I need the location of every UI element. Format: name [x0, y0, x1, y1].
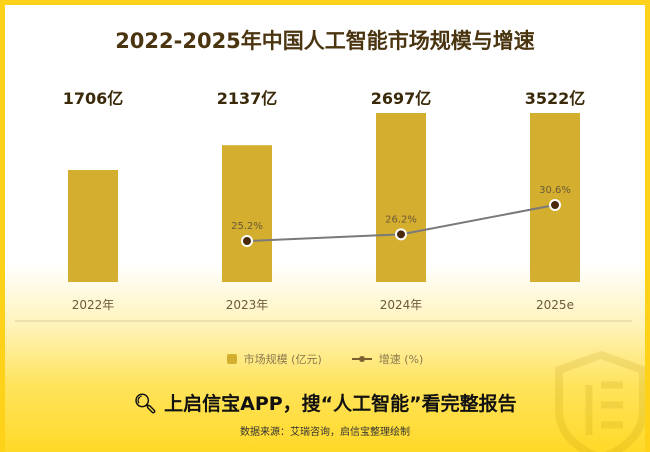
legend: 市场规模 (亿元) 增速 (%)	[5, 351, 645, 367]
x-tick-label: 2023年	[226, 298, 269, 312]
growth-point	[395, 228, 407, 241]
legend-label-bar: 市场规模 (亿元)	[243, 353, 322, 366]
data-source: 数据来源：艾瑞咨询，启信宝整理绘制	[240, 427, 410, 438]
bar-1	[222, 145, 272, 282]
growth-label: 26.2%	[385, 214, 417, 225]
bar-3	[530, 113, 580, 282]
growth-label: 30.6%	[539, 185, 571, 196]
bar-value-label: 2697亿	[371, 89, 432, 108]
x-tick-label: 2025e	[536, 298, 574, 312]
bar-value-label: 3522亿	[525, 89, 586, 108]
legend-swatch-bar	[226, 354, 237, 364]
growth-point	[549, 199, 561, 211]
legend-item-line: 增速 (%)	[351, 351, 424, 367]
legend-swatch-line	[351, 356, 372, 362]
bar-2	[376, 113, 426, 282]
shield-watermark-icon	[555, 350, 645, 452]
bar-value-label: 2137亿	[217, 89, 278, 108]
chart-title: 2022-2025年中国人工智能市场规模与增速	[115, 29, 535, 53]
cta-text: 上启信宝APP，搜“人工智能”看完整报告	[164, 393, 517, 415]
call-to-action: 🔍︎ 上启信宝APP，搜“人工智能”看完整报告	[5, 389, 645, 416]
growth-point	[241, 235, 253, 247]
growth-label: 25.2%	[231, 221, 263, 232]
search-icon: 🔍︎	[133, 393, 165, 415]
x-tick-label: 2024年	[380, 298, 423, 312]
bar-value-label: 1706亿	[63, 89, 124, 108]
bar-0	[68, 170, 118, 282]
legend-label-line: 增速 (%)	[378, 353, 424, 366]
legend-item-bar: 市场规模 (亿元)	[226, 351, 322, 367]
x-tick-label: 2022年	[72, 298, 115, 312]
